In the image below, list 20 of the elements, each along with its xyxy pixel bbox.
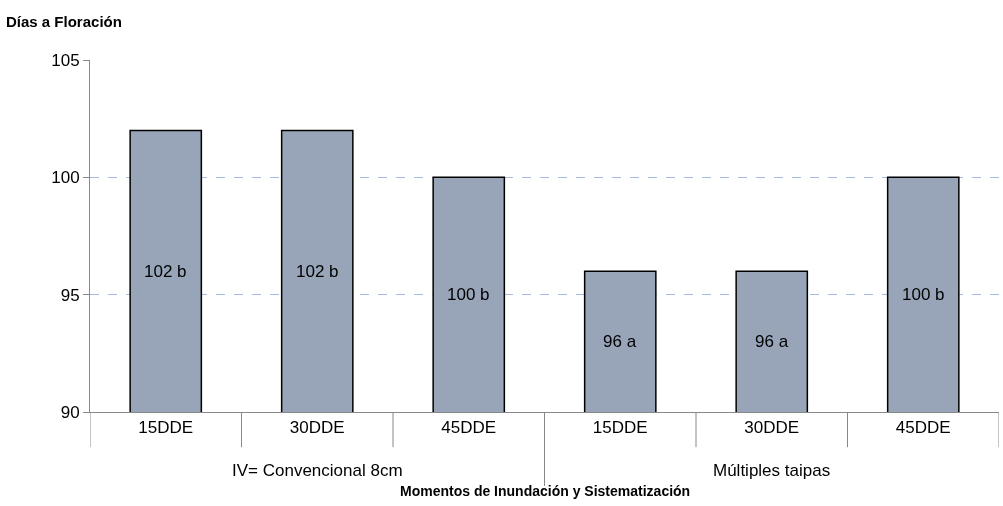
- data-label: 100 b: [902, 285, 945, 304]
- x-tick-label: 45DDE: [895, 418, 951, 438]
- y-tick-label: 105: [51, 50, 80, 70]
- data-label: 102 b: [296, 262, 339, 281]
- x-tick-label: 15DDE: [138, 418, 194, 438]
- x-tick-label: 30DDE: [289, 418, 345, 438]
- y-tick-label: 100: [51, 168, 80, 188]
- data-label: 96 a: [603, 332, 637, 351]
- data-label: 102 b: [144, 262, 187, 281]
- x-tick-label: 45DDE: [441, 418, 497, 438]
- data-label: 96 a: [755, 332, 789, 351]
- y-axis-title: Días a Floración: [6, 13, 122, 30]
- y-tick-label: 90: [60, 402, 80, 422]
- data-label: 100 b: [447, 285, 490, 304]
- x-axis-title: Momentos de Inundación y Sistematización: [400, 483, 691, 499]
- y-tick-label: 95: [60, 285, 80, 305]
- x-tick-label: 15DDE: [592, 418, 648, 438]
- x-tick-label: 30DDE: [744, 418, 800, 438]
- text: IV= Convencional 8cm: [232, 461, 403, 480]
- text: Múltiples taipas: [713, 461, 831, 480]
